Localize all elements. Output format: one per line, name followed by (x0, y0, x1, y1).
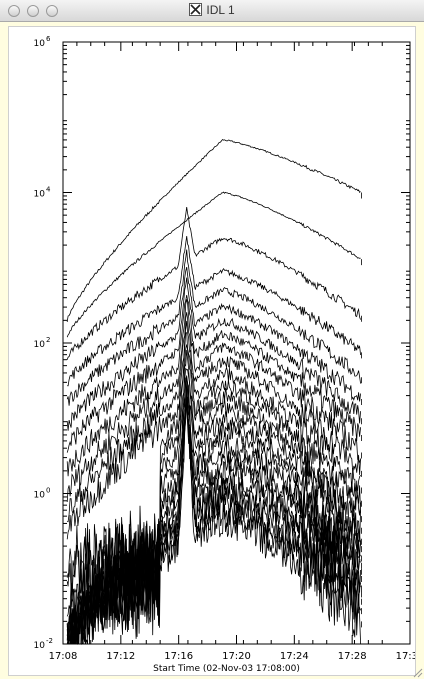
series-line (66, 206, 361, 360)
resize-grip-icon[interactable] (411, 666, 423, 678)
x-tick-label: 17:16 (164, 651, 193, 662)
series-line (66, 320, 361, 540)
x-tick-label: 17:08 (49, 651, 78, 662)
y-tick-exponent: 6 (46, 35, 51, 43)
series-line (66, 277, 361, 453)
x11-icon (189, 3, 203, 16)
y-tick-exponent: 2 (46, 336, 50, 344)
series-line (66, 249, 361, 406)
window-title-group: IDL 1 (0, 3, 424, 17)
y-tick-label: 10 (34, 641, 46, 651)
x-tick-label: 17:32 (396, 651, 415, 662)
y-tick-label: 10 (34, 340, 46, 350)
close-button[interactable] (8, 5, 20, 17)
title-bar[interactable]: IDL 1 (0, 0, 424, 22)
series-line (66, 191, 361, 338)
x-tick-label: 17:12 (106, 651, 135, 662)
series-line (66, 299, 361, 503)
y-tick-exponent: 4 (46, 186, 51, 194)
series-line (66, 295, 361, 477)
x-tick-label: 17:28 (338, 651, 367, 662)
x-tick-label: 17:24 (280, 651, 309, 662)
x-axis-label: Start Time (02-Nov-03 17:08:00) (153, 664, 300, 674)
y-tick-exponent: 0 (46, 487, 50, 495)
y-tick-label: 10 (34, 190, 46, 200)
series-line (67, 235, 361, 387)
zoom-button[interactable] (46, 5, 58, 17)
window-title: IDL 1 (206, 3, 235, 17)
x-tick-label: 17:20 (222, 651, 251, 662)
light-curve-chart: 17:08 17:12 17:16 17:20 17:24 17:28 17:32 Start… (34, 35, 424, 674)
series-line (66, 138, 361, 322)
y-tick-label: 10 (34, 39, 46, 49)
series-line (67, 392, 361, 645)
series-line (66, 398, 361, 645)
y-tick-exponent: -2 (46, 637, 53, 645)
minimize-button[interactable] (27, 5, 39, 17)
plot-canvas: 17:08 17:12 17:16 17:20 17:24 17:28 17:32 Start… (8, 26, 424, 676)
y-tick-label: 10 (34, 491, 46, 501)
series-line (67, 393, 361, 645)
series-line (66, 267, 361, 431)
